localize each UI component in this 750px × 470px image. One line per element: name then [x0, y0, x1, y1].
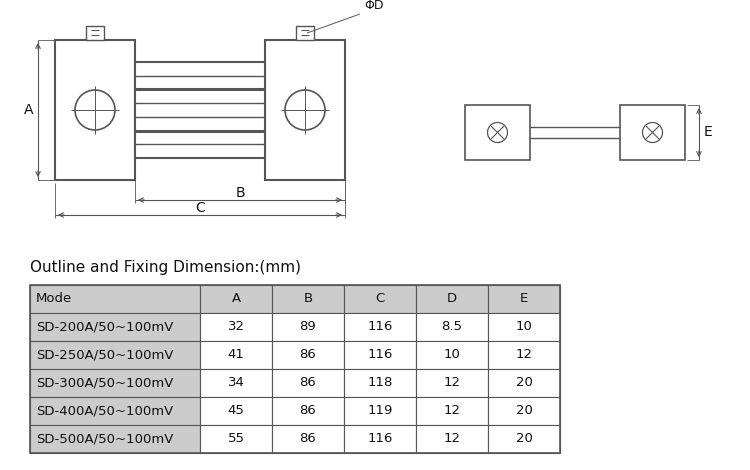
Text: 32: 32: [227, 321, 244, 334]
Bar: [272, 369, 344, 397]
Bar: [200, 341, 272, 369]
Text: 20: 20: [515, 376, 532, 390]
Bar: [344, 313, 416, 341]
Text: 116: 116: [368, 432, 393, 446]
Text: 86: 86: [299, 405, 316, 417]
Text: 116: 116: [368, 321, 393, 334]
Bar: [488, 285, 560, 313]
Bar: [272, 341, 344, 369]
Text: A: A: [24, 103, 34, 117]
Bar: [272, 313, 344, 341]
Bar: [344, 285, 416, 313]
Text: C: C: [375, 292, 385, 306]
Text: SD-400A/50~100mV: SD-400A/50~100mV: [36, 405, 173, 417]
Text: 10: 10: [515, 321, 532, 334]
Text: 41: 41: [227, 348, 244, 361]
Bar: [272, 397, 344, 425]
Text: 55: 55: [227, 432, 244, 446]
Bar: [30, 285, 200, 313]
Bar: [416, 397, 488, 425]
Text: SD-200A/50~100mV: SD-200A/50~100mV: [36, 321, 173, 334]
Bar: [272, 425, 344, 453]
Bar: [30, 369, 200, 397]
Text: D: D: [447, 292, 457, 306]
Text: 12: 12: [443, 376, 460, 390]
Bar: [30, 313, 200, 341]
Text: A: A: [232, 292, 241, 306]
Text: C: C: [195, 201, 205, 215]
Text: SD-300A/50~100mV: SD-300A/50~100mV: [36, 376, 173, 390]
Text: 34: 34: [227, 376, 244, 390]
Bar: [416, 285, 488, 313]
Bar: [416, 313, 488, 341]
Bar: [416, 369, 488, 397]
Text: 12: 12: [515, 348, 532, 361]
Bar: [30, 397, 200, 425]
Text: SD-500A/50~100mV: SD-500A/50~100mV: [36, 432, 173, 446]
Bar: [86, 26, 104, 40]
Bar: [200, 313, 272, 341]
Text: 12: 12: [443, 405, 460, 417]
Bar: [465, 105, 530, 160]
Text: 89: 89: [299, 321, 316, 334]
Bar: [265, 40, 345, 180]
Text: 86: 86: [299, 432, 316, 446]
Text: B: B: [236, 186, 244, 200]
Bar: [488, 313, 560, 341]
Text: Mode: Mode: [36, 292, 72, 306]
Bar: [344, 397, 416, 425]
Bar: [30, 341, 200, 369]
Text: ΦD: ΦD: [364, 0, 383, 12]
Bar: [488, 341, 560, 369]
Bar: [488, 425, 560, 453]
Text: 86: 86: [299, 376, 316, 390]
Text: 10: 10: [443, 348, 460, 361]
Bar: [272, 285, 344, 313]
Bar: [416, 425, 488, 453]
Text: 86: 86: [299, 348, 316, 361]
Bar: [200, 285, 272, 313]
Text: 116: 116: [368, 348, 393, 361]
Text: 12: 12: [443, 432, 460, 446]
Bar: [344, 425, 416, 453]
Bar: [55, 40, 135, 180]
Bar: [344, 369, 416, 397]
Bar: [488, 397, 560, 425]
Text: 119: 119: [368, 405, 393, 417]
Text: E: E: [704, 125, 712, 140]
Bar: [30, 425, 200, 453]
Text: E: E: [520, 292, 528, 306]
Bar: [488, 369, 560, 397]
Bar: [344, 341, 416, 369]
Text: 8.5: 8.5: [442, 321, 463, 334]
Text: 45: 45: [227, 405, 244, 417]
Text: 118: 118: [368, 376, 393, 390]
Bar: [620, 105, 685, 160]
Bar: [200, 397, 272, 425]
Bar: [200, 425, 272, 453]
Text: B: B: [304, 292, 313, 306]
Bar: [135, 62, 265, 158]
Bar: [296, 26, 314, 40]
Text: 20: 20: [515, 405, 532, 417]
Text: Outline and Fixing Dimension:(mm): Outline and Fixing Dimension:(mm): [30, 260, 301, 275]
Text: SD-250A/50~100mV: SD-250A/50~100mV: [36, 348, 173, 361]
Bar: [200, 369, 272, 397]
Bar: [30, 285, 560, 453]
Bar: [416, 341, 488, 369]
Text: 20: 20: [515, 432, 532, 446]
